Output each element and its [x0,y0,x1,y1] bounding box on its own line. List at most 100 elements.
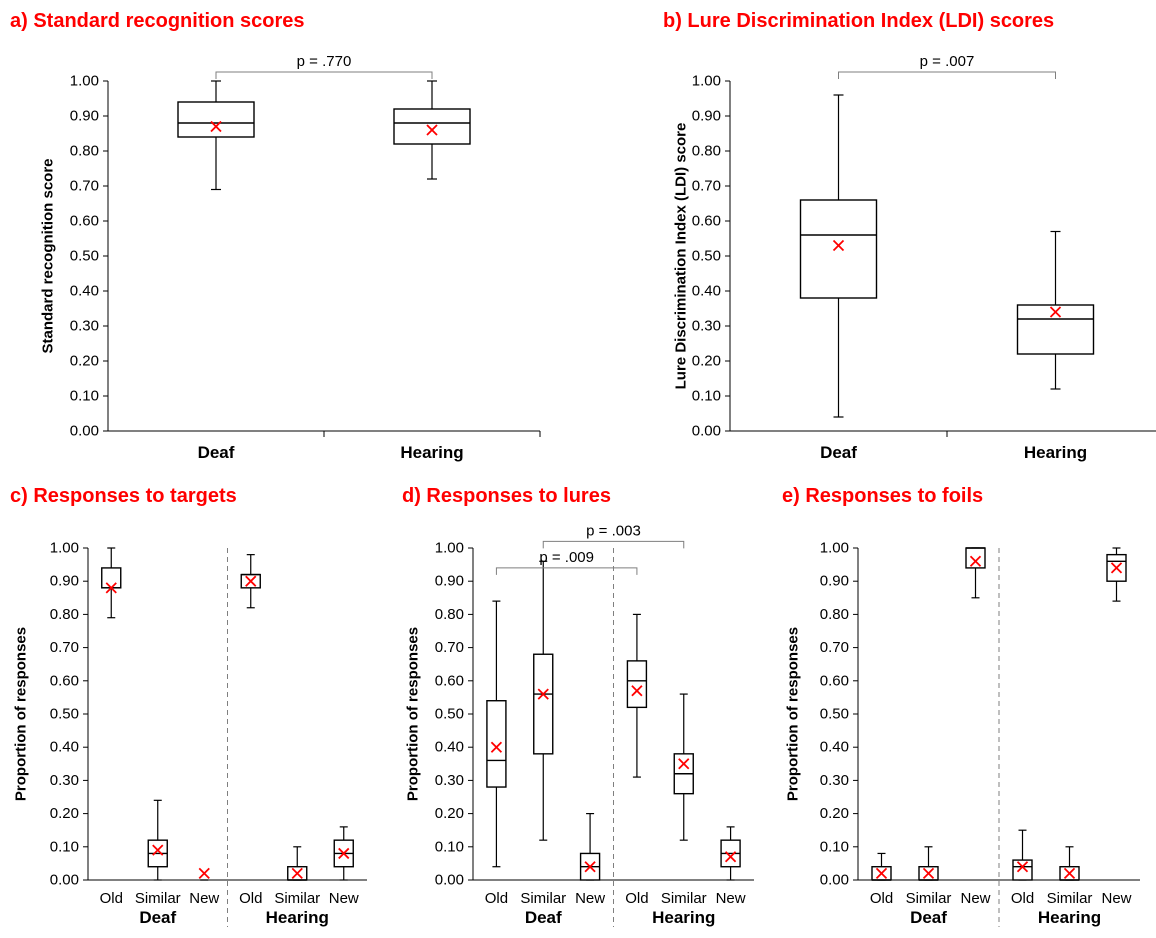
panel-title: c) Responses to targets [10,485,237,507]
panel-title: a) Standard recognition scores [10,10,305,32]
x-category-label: Similar [906,890,952,907]
y-tick-label: 0.40 [435,739,464,756]
box-iqr [1016,304,1095,355]
y-tick-label: 0.30 [70,318,99,335]
y-tick-label: 0.90 [50,573,79,590]
box-4 [673,693,694,841]
box-iqr [101,567,122,589]
y-axis-label: Proportion of responses [785,627,802,801]
mean-marker [537,688,549,700]
y-tick-label: 0.30 [820,772,849,789]
x-category-label: Similar [274,890,320,907]
y-tick-label: 0.60 [50,672,79,689]
box-iqr [626,660,648,709]
mean-marker [426,124,438,136]
mean-marker [1063,867,1076,879]
y-tick-label: 0.60 [435,672,464,689]
y-tick-label: 0.20 [692,353,721,370]
y-axis-label: Standard recognition score [40,158,57,353]
y-axis-label: Lure Discrimination Index (LDI) score [673,123,690,390]
y-tick-label: 0.80 [435,606,464,623]
y-tick-label: 0.20 [70,353,99,370]
mean-marker [724,851,737,863]
box-5 [333,826,354,881]
x-category-label: Old [870,890,893,907]
mean-marker [105,582,117,594]
panel-title: b) Lure Discrimination Index (LDI) score… [663,10,1054,32]
x-category-label: Similar [1047,890,1093,907]
x-category-label: Old [100,890,123,907]
box-0 [101,547,122,619]
y-tick-label: 0.90 [70,108,99,125]
y-tick-label: 0.80 [820,606,849,623]
panel-e: e) Responses to foils Proportion of respo… [782,485,1140,927]
mean-marker [490,741,503,753]
box-5 [1106,547,1127,602]
y-tick-label: 0.70 [435,639,464,656]
x-group-label: Deaf [198,443,235,462]
x-group-label: Deaf [910,908,947,927]
x-group-label: Deaf [139,908,176,927]
p-value-label: p = .007 [920,53,975,70]
mean-marker [338,847,350,860]
mean-marker [832,239,845,252]
box-1 [1016,230,1095,390]
box-1 [393,80,471,180]
significance-bracket [542,540,685,549]
y-tick-label: 1.00 [692,73,721,90]
x-group-label: Hearing [1024,443,1087,462]
box-1 [147,799,168,881]
mean-marker [1110,562,1123,574]
significance-bracket [495,567,638,575]
y-tick-label: 0.40 [820,739,849,756]
x-category-label: Similar [135,890,181,907]
panel-a: a) Standard recognition scores Standard r… [10,10,541,462]
y-tick-label: 0.50 [820,706,849,723]
y-tick-label: 1.00 [435,540,464,557]
box-iqr [799,199,878,299]
box-iqr [177,101,255,138]
box-iqr [486,700,507,788]
y-tick-label: 0.10 [692,388,721,405]
y-tick-label: 0.70 [70,178,99,195]
mean-marker [210,120,222,133]
x-group-label: Hearing [266,908,329,927]
box-2 [198,867,210,881]
box-3 [240,554,261,609]
mean-marker [152,844,164,856]
x-category-label: New [329,890,359,907]
y-tick-label: 1.00 [50,540,79,557]
y-axis-label: Proportion of responses [13,627,30,801]
y-tick-label: 0.80 [70,143,99,160]
box-4 [287,846,308,881]
y-tick-label: 0.70 [820,639,849,656]
y-tick-label: 0.30 [50,772,79,789]
x-category-label: Old [239,890,262,907]
y-tick-label: 0.40 [70,283,99,300]
y-tick-label: 0.50 [70,248,99,265]
box-iqr [1012,859,1033,881]
box-2 [579,812,601,881]
x-category-label: New [960,890,990,907]
box-5 [720,826,741,881]
p-value-label: p = .009 [539,549,594,566]
box-1 [918,846,939,881]
mean-marker [1016,861,1029,873]
x-category-label: New [716,890,746,907]
box-0 [871,852,892,881]
y-tick-label: 1.00 [820,540,849,557]
y-tick-label: 0.30 [692,318,721,335]
box-iqr [965,547,986,569]
x-group-label: Hearing [400,443,463,462]
mean-marker [875,867,888,879]
mean-marker [1049,306,1062,318]
y-tick-label: 0.40 [50,739,79,756]
box-iqr [393,108,471,145]
y-tick-label: 0.00 [692,423,721,440]
box-1 [533,560,554,841]
panel-b: b) Lure Discrimination Index (LDI) score… [663,10,1156,462]
y-tick-label: 0.10 [435,838,464,855]
panel-title: e) Responses to foils [782,485,983,507]
y-tick-label: 0.00 [820,872,849,889]
